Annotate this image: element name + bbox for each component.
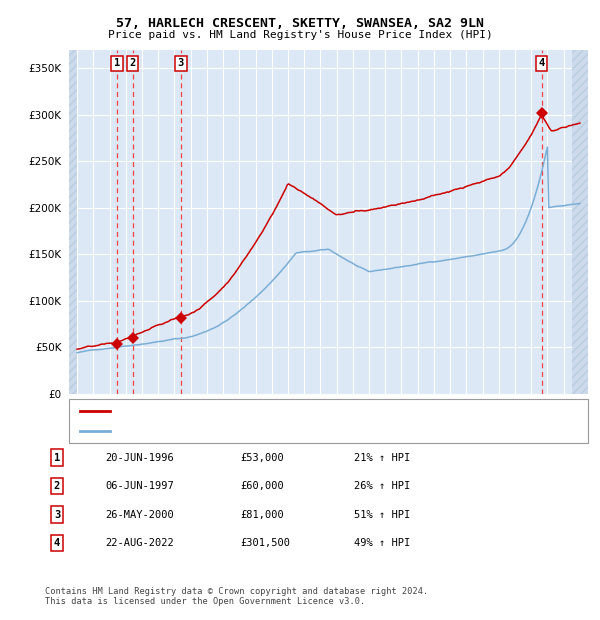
Text: 3: 3 bbox=[54, 510, 60, 520]
Bar bbox=[572, 50, 588, 394]
Text: 06-JUN-1997: 06-JUN-1997 bbox=[105, 481, 174, 491]
Text: £53,000: £53,000 bbox=[240, 453, 284, 463]
Text: 20-JUN-1996: 20-JUN-1996 bbox=[105, 453, 174, 463]
Text: 2: 2 bbox=[130, 58, 136, 68]
Text: 57, HARLECH CRESCENT, SKETTY, SWANSEA, SA2 9LN: 57, HARLECH CRESCENT, SKETTY, SWANSEA, S… bbox=[116, 17, 484, 30]
Text: 57, HARLECH CRESCENT, SKETTY, SWANSEA, SA2 9LN (semi-detached house): 57, HARLECH CRESCENT, SKETTY, SWANSEA, S… bbox=[114, 407, 505, 415]
Text: £301,500: £301,500 bbox=[240, 538, 290, 548]
Bar bbox=[69, 50, 77, 394]
Text: Contains HM Land Registry data © Crown copyright and database right 2024.
This d: Contains HM Land Registry data © Crown c… bbox=[45, 587, 428, 606]
Text: £81,000: £81,000 bbox=[240, 510, 284, 520]
Text: 1: 1 bbox=[114, 58, 120, 68]
Text: 4: 4 bbox=[538, 58, 545, 68]
Text: 4: 4 bbox=[54, 538, 60, 548]
Text: 2: 2 bbox=[54, 481, 60, 491]
Text: Price paid vs. HM Land Registry's House Price Index (HPI): Price paid vs. HM Land Registry's House … bbox=[107, 30, 493, 40]
Text: 22-AUG-2022: 22-AUG-2022 bbox=[105, 538, 174, 548]
Text: 3: 3 bbox=[178, 58, 184, 68]
Text: 26% ↑ HPI: 26% ↑ HPI bbox=[354, 481, 410, 491]
Text: 26-MAY-2000: 26-MAY-2000 bbox=[105, 510, 174, 520]
Text: £60,000: £60,000 bbox=[240, 481, 284, 491]
Text: 51% ↑ HPI: 51% ↑ HPI bbox=[354, 510, 410, 520]
Text: 49% ↑ HPI: 49% ↑ HPI bbox=[354, 538, 410, 548]
Text: 1: 1 bbox=[54, 453, 60, 463]
Text: HPI: Average price, semi-detached house, Swansea: HPI: Average price, semi-detached house,… bbox=[114, 427, 390, 435]
Text: 21% ↑ HPI: 21% ↑ HPI bbox=[354, 453, 410, 463]
